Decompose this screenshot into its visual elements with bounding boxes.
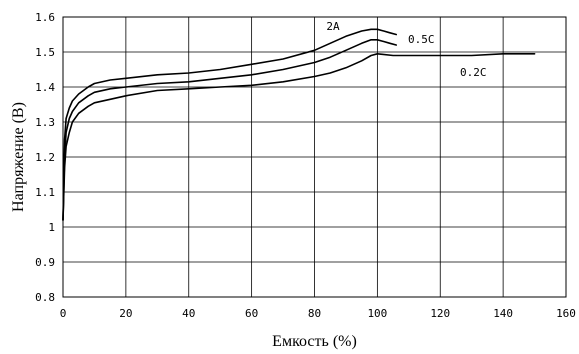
x-tick-label: 80 [308, 307, 321, 320]
y-tick-label: 0.9 [35, 256, 55, 269]
y-tick-label: 1.3 [35, 116, 55, 129]
x-tick-label: 0 [60, 307, 67, 320]
x-tick-label: 120 [430, 307, 450, 320]
x-tick-label: 100 [367, 307, 387, 320]
x-tick-label: 160 [556, 307, 576, 320]
y-axis-title: Напряжение (В) [10, 102, 27, 212]
y-tick-label: 1.2 [35, 151, 55, 164]
series-line-2 [62, 53, 536, 221]
series-line-1 [62, 39, 397, 221]
series-lines [62, 28, 536, 221]
y-tick-label: 1.1 [35, 186, 55, 199]
y-tick-label: 1.5 [35, 46, 55, 59]
x-tick-label: 20 [119, 307, 132, 320]
y-tick-label: 1.4 [35, 81, 55, 94]
x-tick-label: 140 [493, 307, 513, 320]
x-axis-tick-labels: 0 20 40 60 80 100 120 140 160 [60, 307, 576, 320]
y-tick-label: 1.6 [35, 11, 55, 24]
series-labels: 2A 0.5C 0.2C [326, 20, 486, 79]
series-line-0 [62, 28, 397, 221]
series-label-2: 0.2C [460, 66, 487, 79]
y-tick-label: 1 [48, 221, 55, 234]
series-label-0: 2A [326, 20, 340, 33]
x-axis-title: Емкость (%) [272, 333, 357, 350]
series-label-1: 0.5C [408, 33, 435, 46]
x-tick-label: 40 [182, 307, 195, 320]
y-axis-tick-labels: 0.8 0.9 1 1.1 1.2 1.3 1.4 1.5 1.6 [35, 11, 55, 304]
plot-area-frame [62, 16, 567, 298]
y-tick-label: 0.8 [35, 291, 55, 304]
x-tick-label: 60 [245, 307, 258, 320]
